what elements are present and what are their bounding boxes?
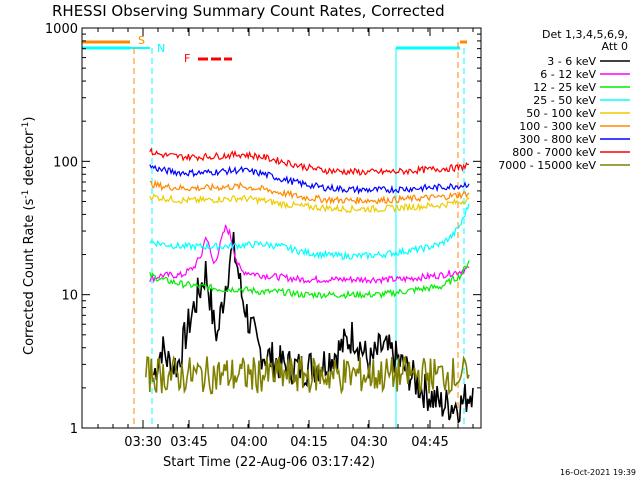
- series-line: [149, 164, 470, 195]
- chart-title: RHESSI Observing Summary Count Rates, Co…: [52, 2, 445, 20]
- x-axis-label: Start Time (22-Aug-06 03:17:42): [163, 455, 375, 470]
- plot-frame: [81, 27, 482, 429]
- legend-header-2: Att 0: [602, 40, 628, 53]
- series-line: [149, 147, 470, 177]
- plot-border: [81, 27, 482, 429]
- x-tick-label: 04:30: [350, 435, 387, 450]
- legend-entry: 3 - 6 keV: [547, 55, 596, 68]
- x-tick-label: 04:00: [230, 435, 267, 450]
- legend-header-1: Det 1,3,4,5,6,9,: [542, 28, 628, 41]
- x-tick-label: 04:45: [411, 435, 448, 450]
- legend-entry: 12 - 25 keV: [533, 81, 596, 94]
- y-axis-label: Corrected Count Rate (s-1 detector-1): [21, 117, 37, 355]
- legend-entry: 800 - 7000 keV: [512, 146, 596, 159]
- annotation-f: F: [184, 52, 190, 65]
- y-tick-label: 1000: [45, 22, 78, 37]
- axis-ticks: 1 10 100 1000 03:30 03:45 04:00 04:15 04:30 04:45: [45, 22, 481, 450]
- x-tick-label: 04:15: [290, 435, 327, 450]
- legend-entry: 300 - 800 keV: [519, 133, 596, 146]
- series-line: [153, 231, 474, 424]
- y-tick-label: 1: [70, 422, 78, 437]
- legend-entry: 7000 - 15000 keV: [498, 159, 596, 172]
- series-line: [149, 260, 470, 300]
- annotation-n: N: [157, 42, 165, 55]
- x-tick-label: 03:45: [170, 435, 207, 450]
- series-line: [149, 179, 470, 206]
- timestamp: 16-Oct-2021 19:39: [560, 468, 636, 477]
- x-tick-label: 03:30: [124, 435, 161, 450]
- series-line: [149, 193, 470, 214]
- y-tick-label: 10: [61, 289, 78, 304]
- series-line: [149, 224, 470, 285]
- y-tick-label: 100: [53, 155, 78, 170]
- legend-entry: 50 - 100 keV: [526, 107, 596, 120]
- series-line: [145, 355, 470, 396]
- legend-entry: 100 - 300 keV: [519, 120, 596, 133]
- series-layer: [145, 147, 474, 424]
- series-line: [149, 203, 470, 261]
- legend-entry: 25 - 50 keV: [533, 94, 596, 107]
- legend-entry: 6 - 12 keV: [540, 68, 596, 81]
- annotation-s: S: [138, 34, 145, 47]
